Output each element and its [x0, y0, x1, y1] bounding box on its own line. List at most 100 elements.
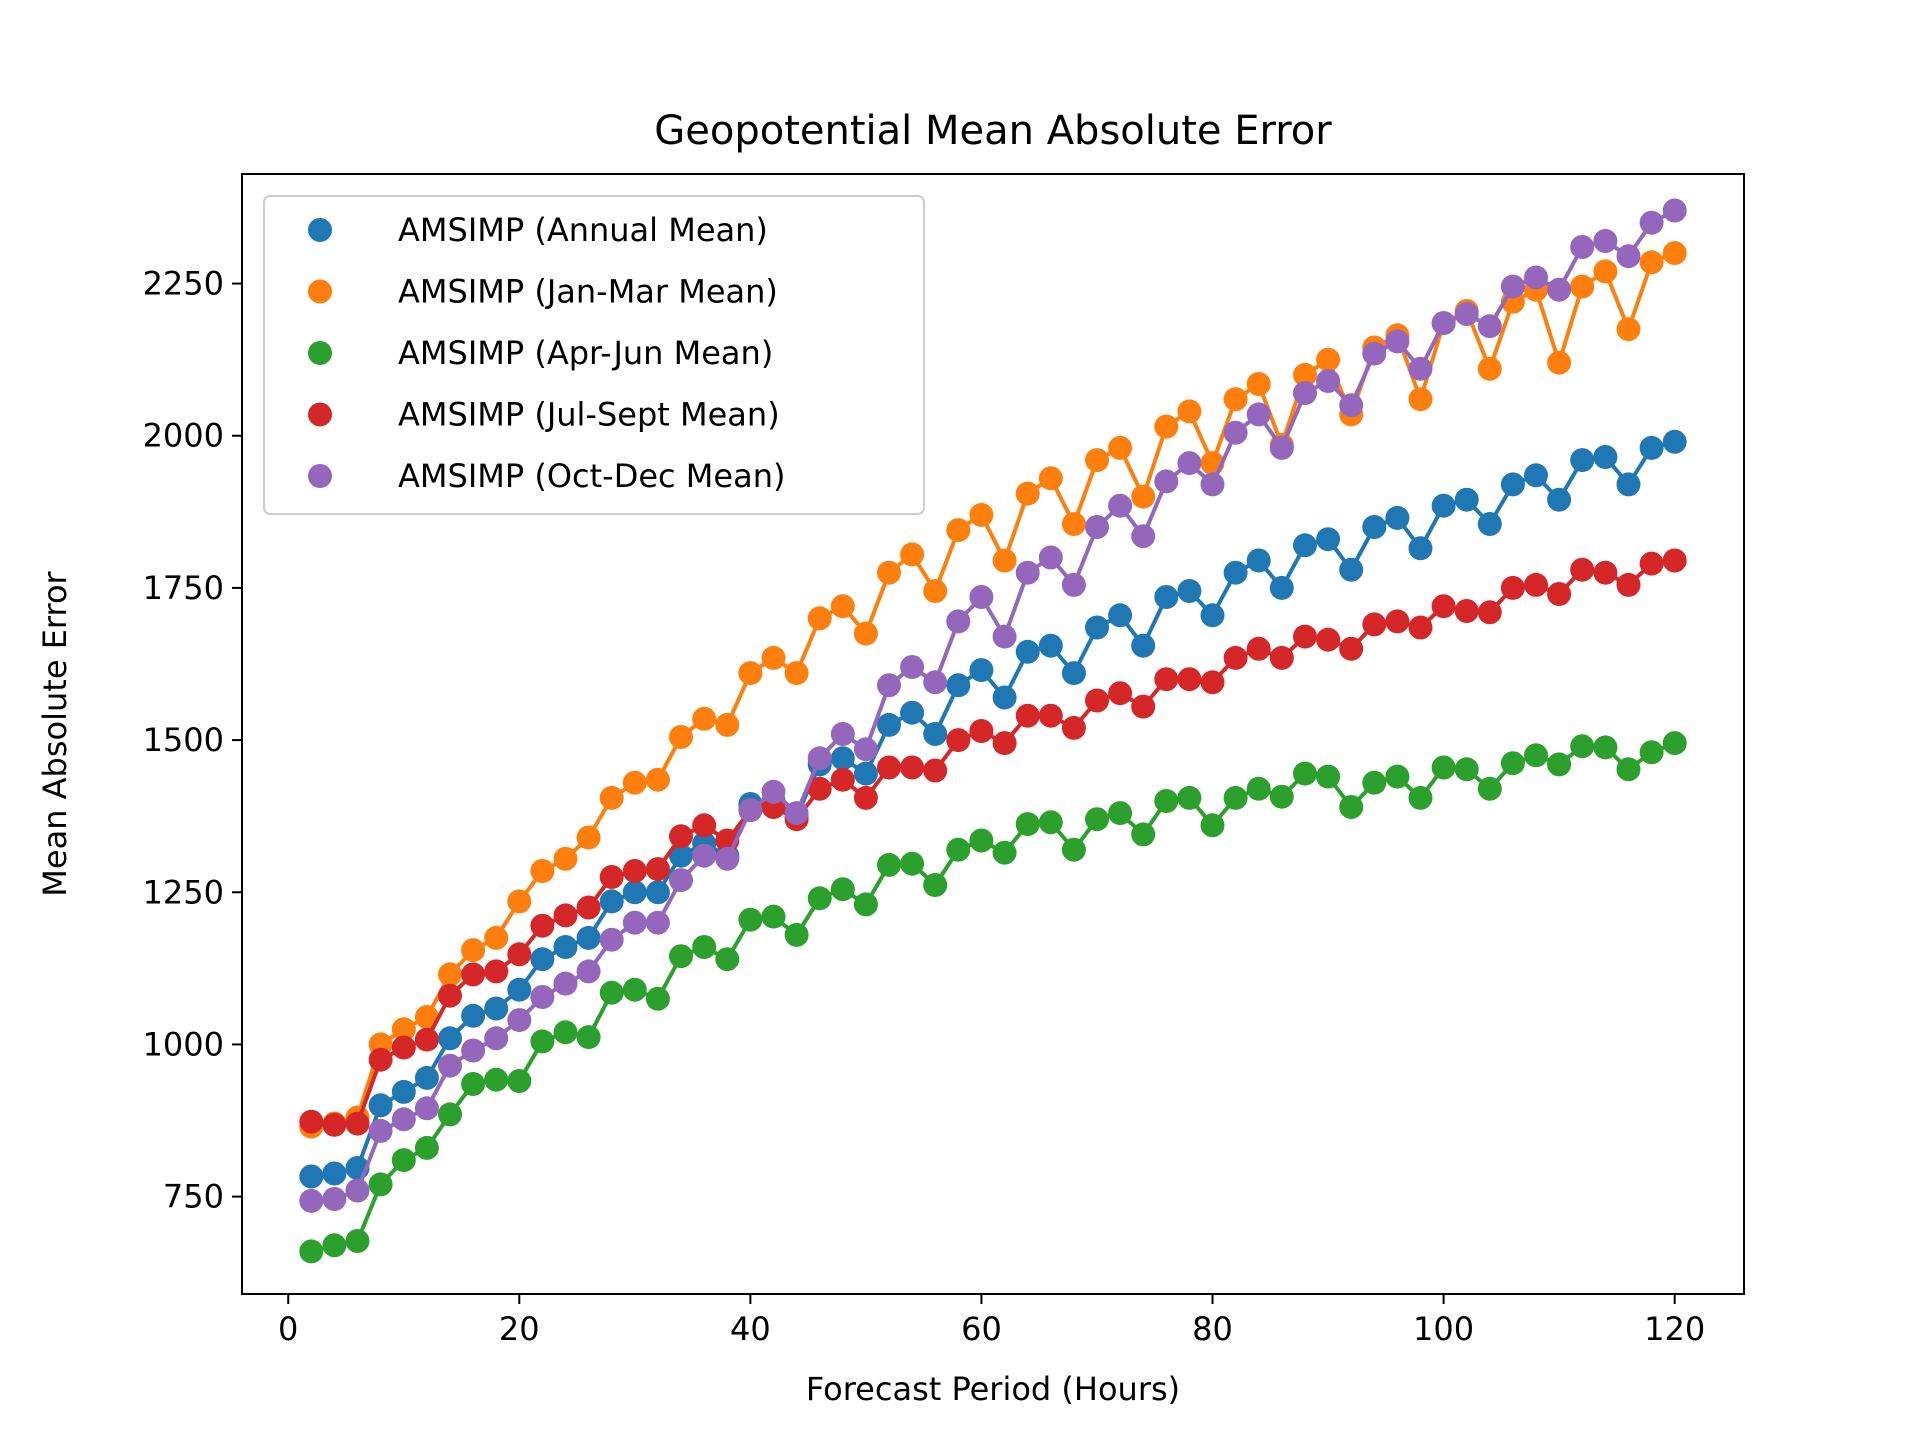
data-point [1131, 484, 1156, 509]
series-2 [299, 731, 1687, 1264]
data-point [1131, 524, 1156, 549]
data-point [1177, 785, 1202, 810]
data-point [1061, 572, 1086, 597]
data-point [1570, 734, 1595, 759]
data-point [715, 712, 740, 737]
data-point [1385, 764, 1410, 789]
data-point [645, 880, 670, 905]
x-tick-label: 40 [730, 1310, 771, 1348]
data-point [1131, 694, 1156, 719]
data-point [761, 904, 786, 929]
data-point [1293, 362, 1317, 387]
data-point [738, 907, 763, 932]
data-point [391, 1035, 416, 1060]
data-point [1662, 198, 1687, 223]
data-point [1431, 594, 1456, 619]
data-point [1085, 807, 1109, 832]
data-point [1639, 250, 1664, 275]
data-point [1293, 624, 1317, 649]
legend-marker [308, 402, 332, 427]
data-point [1108, 603, 1133, 628]
data-point [576, 1025, 601, 1050]
data-point [1269, 575, 1294, 600]
data-point [900, 655, 925, 679]
data-point [1339, 795, 1364, 819]
data-point [1431, 755, 1456, 780]
data-point [1662, 429, 1687, 454]
data-point [1547, 752, 1572, 777]
data-point [1477, 356, 1502, 381]
data-point [576, 825, 601, 850]
data-point [1015, 560, 1040, 585]
data-point [461, 962, 486, 987]
data-point [484, 925, 509, 950]
data-point [1246, 548, 1271, 573]
data-point [1108, 681, 1133, 706]
data-point [1038, 810, 1063, 835]
data-point [1108, 435, 1133, 460]
data-point [622, 977, 647, 1002]
data-point [530, 859, 555, 883]
x-tick-label: 120 [1644, 1310, 1705, 1348]
data-point [1108, 801, 1133, 826]
data-point [784, 922, 809, 947]
data-point [1362, 612, 1387, 637]
data-point [1408, 356, 1433, 381]
data-point [1085, 515, 1109, 539]
data-point [414, 1096, 439, 1121]
data-point [391, 1107, 416, 1132]
data-point [576, 925, 601, 950]
data-point [1316, 627, 1341, 652]
data-point [1339, 557, 1364, 582]
data-point [1500, 575, 1525, 600]
data-point [1038, 545, 1063, 570]
data-point [1015, 481, 1040, 506]
data-point [1339, 636, 1364, 661]
data-point [1639, 210, 1664, 235]
data-point [438, 983, 462, 1008]
data-point [900, 700, 925, 725]
data-point [1662, 731, 1687, 756]
x-tick-label: 20 [499, 1310, 540, 1348]
data-point [853, 892, 878, 917]
data-point [1015, 703, 1040, 728]
data-point [391, 1079, 416, 1104]
data-point [1223, 785, 1248, 810]
data-point [1477, 512, 1502, 536]
data-point [484, 996, 509, 1021]
data-point [530, 1029, 555, 1054]
data-point [1408, 387, 1433, 412]
data-point [877, 712, 901, 737]
data-point [553, 846, 578, 871]
data-point [1269, 645, 1294, 670]
data-point [1154, 469, 1179, 494]
data-point [1524, 743, 1548, 768]
y-tick-label: 2000 [143, 417, 224, 455]
data-point [345, 1178, 370, 1203]
data-point [576, 959, 601, 984]
data-point [900, 851, 925, 876]
data-point [1200, 813, 1225, 838]
data-point [599, 980, 624, 1005]
data-point [738, 798, 763, 823]
data-point [622, 880, 647, 905]
data-point [1454, 599, 1479, 623]
data-point [553, 1020, 578, 1045]
data-point [992, 548, 1017, 573]
axes-frame [241, 173, 1745, 1295]
data-point [669, 868, 693, 893]
y-tick-label: 1000 [143, 1025, 224, 1063]
axes: 0 20 40 60 80 100 120 750 1000 1250 1500 1750 2000 22… [143, 173, 1745, 1348]
data-point [830, 877, 855, 902]
data-point [1547, 277, 1572, 302]
data-point [1639, 740, 1664, 765]
data-point [1316, 369, 1341, 393]
data-point [1408, 536, 1433, 561]
data-point [391, 1017, 416, 1042]
data-point [1662, 241, 1687, 266]
data-point [1015, 639, 1040, 664]
data-point [1038, 633, 1063, 658]
data-point [345, 1111, 370, 1136]
legend-marker [308, 464, 332, 488]
series-3 [299, 548, 1687, 1137]
